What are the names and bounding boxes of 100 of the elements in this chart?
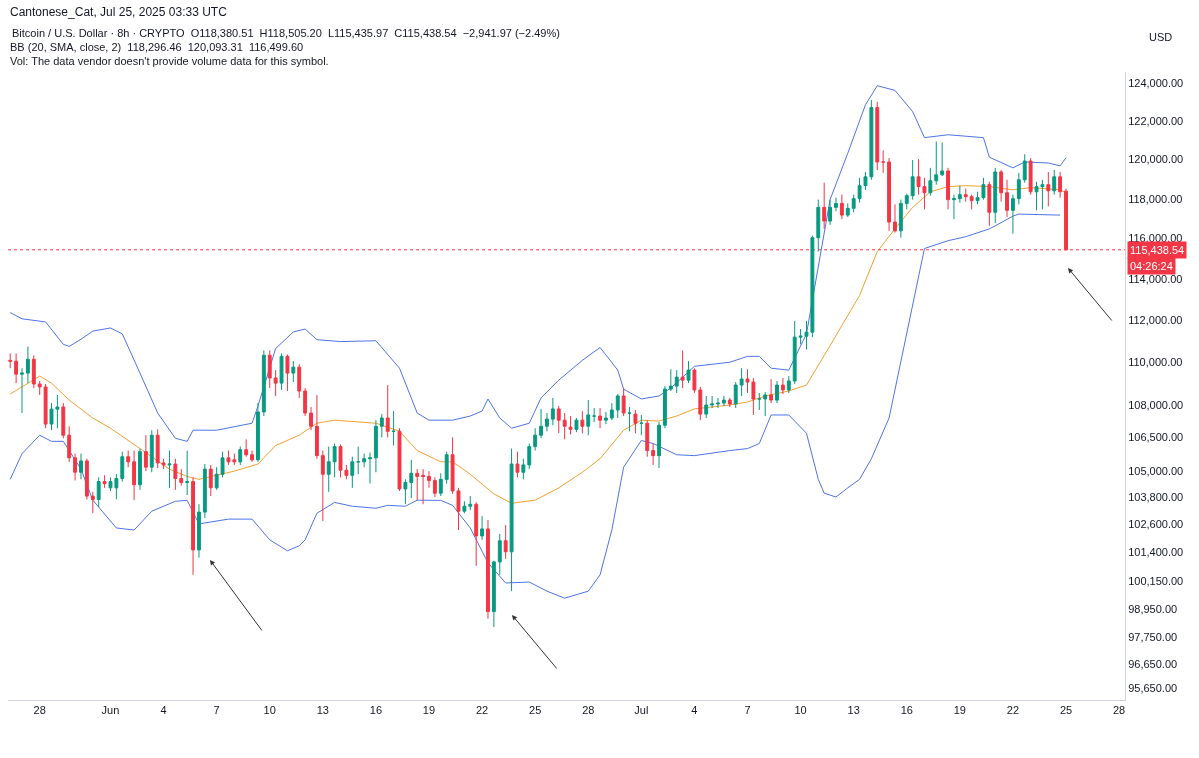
candlestick (928, 167, 933, 197)
y-tick-label: 102,600.00 (1128, 518, 1184, 531)
y-tick-label: 98,950.00 (1128, 602, 1178, 615)
y-tick-label: 114,000.00 (1128, 272, 1183, 285)
candlestick (904, 193, 909, 210)
y-tick-label: 122,000.00 (1128, 114, 1184, 127)
candlestick (356, 446, 361, 475)
y-tick-label: 106,500.00 (1128, 431, 1184, 444)
x-tick-label: 28 (582, 704, 595, 717)
candlestick (202, 463, 207, 519)
candlestick (615, 393, 620, 419)
candlestick (668, 368, 673, 392)
candlestick (238, 446, 243, 466)
candlestick (946, 167, 950, 210)
candlestick (757, 392, 762, 411)
candlestick (910, 159, 915, 201)
candlestick (179, 468, 184, 487)
candlestick (839, 194, 844, 220)
candlestick (79, 453, 83, 480)
candlestick (379, 413, 384, 438)
candlestick (497, 533, 502, 576)
candlestick (14, 352, 19, 384)
candlestick (285, 353, 290, 392)
candlestick (1064, 188, 1068, 251)
candlestick (556, 405, 561, 434)
candlestick (309, 406, 313, 431)
candlestick (37, 380, 42, 396)
candlestick (415, 468, 420, 501)
candlestick (173, 458, 178, 491)
candlestick (680, 349, 685, 389)
candlestick (704, 395, 709, 419)
y-tick-label: 116,000.00 (1128, 232, 1183, 245)
candlestick (468, 495, 473, 511)
candlestick (326, 446, 331, 493)
candlestick (279, 352, 284, 391)
candlestick (662, 385, 667, 429)
candlestick (368, 452, 372, 485)
candlestick (834, 197, 838, 212)
y-tick-label: 97,750.00 (1128, 631, 1178, 644)
candlestick (780, 377, 785, 395)
y-tick-label: 124,000.00 (1128, 76, 1184, 89)
candlestick (633, 409, 638, 434)
y-tick-label: 101,400.00 (1128, 545, 1184, 558)
y-tick-label: 108,000.00 (1128, 398, 1184, 411)
candlestick (893, 203, 897, 234)
candlestick (822, 182, 827, 230)
y-tick-label: 100,150.00 (1128, 574, 1184, 587)
text: BB (20, SMA, close, 2) 118,296.46 120,093.31 116,499.60 (10, 41, 304, 53)
chart-title: Bitcoin / U.S. Dollar · 8h · CRYPTO O118,380.51 H118,505.20 L115,435.97 C115,438.54 −2,941.97 (−2.49%) (12, 26, 560, 39)
x-tick-label: Jun (101, 704, 120, 717)
candlestick (67, 425, 72, 463)
candlestick (586, 399, 591, 436)
candlestick (592, 407, 597, 423)
candlestick (84, 458, 89, 500)
y-tick-label: 110,000.00 (1128, 356, 1183, 369)
x-tick-label: 10 (263, 704, 276, 717)
y-axis-title: USD (1149, 31, 1173, 43)
candlestick (686, 360, 691, 384)
candlestick (898, 199, 903, 239)
x-tick-label: 7 (213, 704, 220, 717)
x-tick-label: 19 (422, 704, 436, 717)
x-tick-label: 7 (744, 704, 751, 717)
candlestick (143, 434, 148, 472)
candlestick (432, 476, 437, 498)
candlestick (167, 450, 172, 489)
x-tick-label: 4 (160, 704, 167, 717)
candlestick (940, 141, 945, 177)
candlestick (185, 450, 190, 496)
candlestick (574, 417, 579, 433)
candlestick (43, 383, 48, 429)
x-tick-label: Jul (634, 704, 649, 717)
candlestick (291, 360, 296, 383)
candlestick (727, 397, 732, 408)
candlestick (250, 450, 254, 463)
candlestick (999, 169, 1004, 203)
candlestick (391, 410, 396, 447)
candlestick (598, 407, 602, 429)
candlestick (775, 380, 779, 404)
candlestick (31, 354, 36, 389)
y-tick-label: 105,000.00 (1128, 464, 1184, 477)
candlestick (957, 185, 962, 204)
candlestick (875, 101, 880, 171)
candlestick (710, 395, 715, 409)
candlestick (421, 468, 426, 505)
candlestick (244, 438, 249, 458)
candlestick (828, 199, 833, 226)
candlestick (545, 412, 549, 432)
candlestick (604, 411, 608, 425)
candlestick (1010, 194, 1015, 235)
candlestick (509, 448, 514, 592)
candlestick (491, 560, 496, 628)
candlestick (273, 369, 278, 397)
candlestick (769, 378, 774, 404)
candlestick (527, 443, 532, 470)
candlestick (952, 194, 956, 220)
ref-line-label: 115,438.54 (1130, 244, 1185, 256)
candlestick (521, 458, 526, 480)
candlestick (645, 419, 650, 458)
candlestick (314, 394, 319, 460)
candlestick (639, 414, 644, 436)
